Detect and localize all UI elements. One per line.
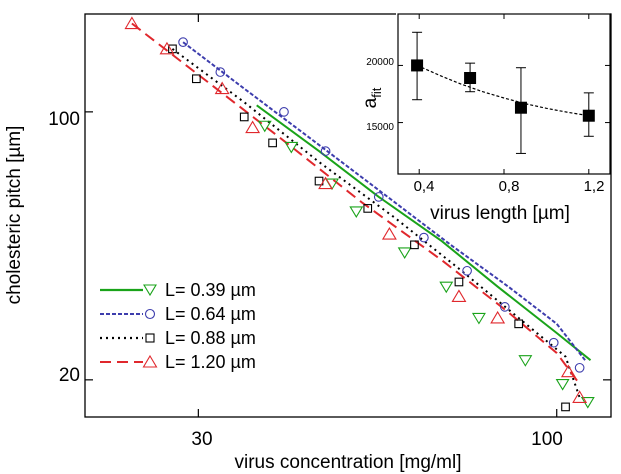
data-point-s3-3 [245,120,261,134]
data-point-s3-5 [381,226,397,240]
data-point-s2-8 [514,319,524,329]
data-point-s2-1 [192,74,201,84]
main-plot-frame [84,13,612,418]
svg-text:afit: afit [360,87,384,108]
data-point-s2-3 [268,138,277,148]
inset-tick-marks [398,14,610,174]
inset-y-title-main: a [360,97,381,108]
legend-marker-1 [144,308,156,320]
legend-label-2: L= 0.88 µm [165,328,256,348]
data-point-s1-1 [215,67,226,77]
legend-item-2: L= 0.88 µm [100,328,256,348]
data-point-s3-0 [124,16,140,30]
legend-marker-2 [145,333,155,343]
data-point-s3-1 [159,41,175,55]
data-point-s0-1 [284,141,299,154]
data-point-s3-4 [318,176,334,190]
inset-x-tick-label-0: 0,4 [414,178,435,195]
inset-plot: 0,4 0,8 1,2 20000 15000 virus length [µm… [360,2,611,224]
data-point-s3-6 [451,289,467,303]
data-point-s1-8 [548,337,559,348]
data-point-s2-2 [239,112,249,122]
data-point-s1-4 [373,192,384,202]
data-point-s0-3 [349,206,364,218]
data-point-s3-9 [572,390,588,403]
data-point-s2-7 [454,277,464,287]
data-point-s0-0 [257,120,272,133]
legend-item-0: L= 0.39 µm [100,280,256,300]
main-plot: 30 100 100 20 virus concentration [mg/ml… [4,13,612,473]
data-point-s2-4 [314,176,324,186]
data-point-s1-7 [499,302,510,312]
inset-data-points [411,31,595,154]
fit-curve-3 [131,22,581,385]
data-point-s1-0 [178,37,188,48]
inset-fit-curve [416,64,589,117]
main-data-markers [124,16,595,412]
fit-curve-1 [182,41,586,361]
inset-fit-line [416,64,589,117]
x-axis-title: virus concentration [mg/ml] [234,452,461,473]
data-point-s0-6 [471,312,486,325]
data-point-s0-4 [397,247,412,259]
legend-label-3: L= 1.20 µm [165,352,256,372]
data-point-s1-3 [320,146,331,156]
data-point-s2-5 [363,204,373,213]
legend-label-0: L= 0.39 µm [165,280,256,300]
legend-item-1: L= 0.64 µm [100,304,256,324]
inset-y-tick-label-20000: 20000 [366,57,394,68]
data-point-s0-8 [555,379,570,391]
main-fit-curves [131,22,592,398]
data-point-s3-8 [560,364,576,378]
inset-background [396,2,610,202]
inset-point-2 [514,101,527,114]
data-point-s2-6 [410,240,419,250]
data-point-s0-7 [518,355,533,367]
fit-curve-0 [256,104,592,361]
y-tick-label-100: 100 [48,109,80,130]
y-tick-label-20: 20 [59,365,80,386]
inset-point-0 [411,59,424,72]
inset-x-axis-title: virus length [µm] [430,203,570,224]
x-tick-label-100: 100 [531,429,563,450]
inset-y-title-sub: fit [369,87,384,98]
data-point-s1-5 [419,232,429,243]
legend: L= 0.39 µm L= 0.64 µm L= 0.88 µm L= 1.20… [100,280,256,372]
data-point-s1-2 [279,107,289,117]
legend-item-3: L= 1.20 µm [100,352,256,372]
data-point-s2-9 [561,402,570,412]
inset-point-3 [582,109,595,122]
inset-x-tick-label-1: 0,8 [499,178,520,195]
data-point-s3-7 [490,310,506,324]
data-point-s1-9 [574,362,585,373]
data-point-s0-5 [439,281,454,294]
inset-y-tick-label-15000: 15000 [366,122,394,133]
inset-y-axis-title: afit [360,87,384,108]
inset-point-1 [464,72,477,84]
legend-marker-0 [143,284,157,297]
legend-marker-3 [142,354,158,368]
legend-label-1: L= 0.64 µm [165,304,256,324]
y-axis-title: cholesteric pitch [µm] [4,126,25,305]
inset-x-tick-label-2: 1,2 [584,178,605,195]
x-tick-label-30: 30 [191,429,212,450]
data-point-s1-6 [462,265,472,276]
data-point-s3-2 [214,81,230,95]
